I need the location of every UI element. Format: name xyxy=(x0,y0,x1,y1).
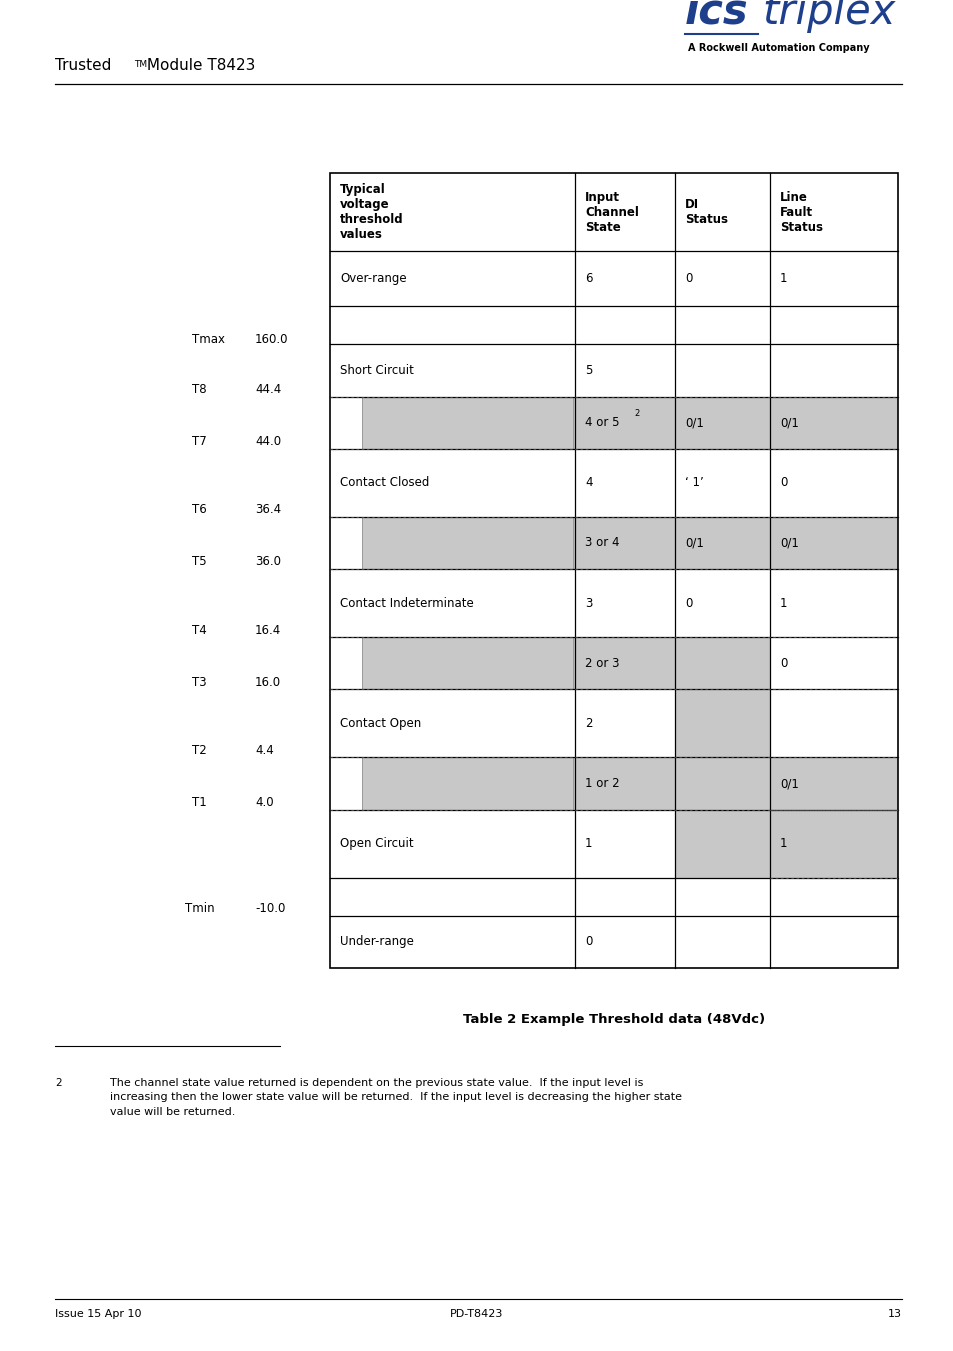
Text: A Rockwell Automation Company: A Rockwell Automation Company xyxy=(687,43,869,53)
Text: 0: 0 xyxy=(780,657,786,670)
Bar xyxy=(361,397,573,449)
Text: 160.0: 160.0 xyxy=(254,332,288,346)
Text: Issue 15 Apr 10: Issue 15 Apr 10 xyxy=(55,1309,141,1319)
Bar xyxy=(330,397,897,449)
Text: T6: T6 xyxy=(192,504,207,516)
Text: Contact Indeterminate: Contact Indeterminate xyxy=(339,597,474,609)
Text: 1: 1 xyxy=(780,273,786,285)
Bar xyxy=(330,758,675,809)
Text: PD-T8423: PD-T8423 xyxy=(450,1309,503,1319)
Bar xyxy=(330,758,361,809)
Text: T5: T5 xyxy=(192,555,207,569)
Bar xyxy=(361,638,573,689)
Bar xyxy=(330,397,361,449)
Text: 6: 6 xyxy=(584,273,592,285)
Text: Line
Fault
Status: Line Fault Status xyxy=(780,190,822,234)
Text: 44.4: 44.4 xyxy=(254,384,281,396)
Text: 4.4: 4.4 xyxy=(254,744,274,757)
Text: T7: T7 xyxy=(192,435,207,449)
Text: 1 or 2: 1 or 2 xyxy=(584,777,619,790)
Text: 0/1: 0/1 xyxy=(780,536,798,550)
Text: T1: T1 xyxy=(192,796,207,809)
Text: ics: ics xyxy=(684,0,748,32)
Text: 3: 3 xyxy=(584,597,592,609)
Bar xyxy=(330,173,897,969)
Text: 0: 0 xyxy=(684,273,692,285)
Bar xyxy=(769,758,897,878)
Text: TM: TM xyxy=(134,59,148,69)
Text: 2: 2 xyxy=(584,717,592,730)
Text: 0/1: 0/1 xyxy=(684,416,703,430)
Bar xyxy=(330,638,361,689)
Text: triplex: triplex xyxy=(761,0,895,32)
Text: ‘ 1’: ‘ 1’ xyxy=(684,477,703,489)
Text: 1: 1 xyxy=(780,838,786,850)
Text: 2: 2 xyxy=(634,408,639,417)
Text: Input
Channel
State: Input Channel State xyxy=(584,190,639,234)
Text: 3 or 4: 3 or 4 xyxy=(584,536,618,550)
Text: DI
Status: DI Status xyxy=(684,199,727,226)
Text: T8: T8 xyxy=(192,384,207,396)
Text: 16.4: 16.4 xyxy=(254,624,281,636)
Text: Table 2 Example Threshold data (48Vdc): Table 2 Example Threshold data (48Vdc) xyxy=(462,1013,764,1027)
Text: Short Circuit: Short Circuit xyxy=(339,363,414,377)
Text: T3: T3 xyxy=(192,676,207,689)
Text: 5: 5 xyxy=(584,363,592,377)
Bar xyxy=(675,638,769,758)
Text: Open Circuit: Open Circuit xyxy=(339,838,414,850)
Text: Tmax: Tmax xyxy=(192,332,225,346)
Text: 0/1: 0/1 xyxy=(780,777,798,790)
Text: 4: 4 xyxy=(584,477,592,489)
Text: 16.0: 16.0 xyxy=(254,676,281,689)
Text: 0: 0 xyxy=(684,597,692,609)
Text: Over-range: Over-range xyxy=(339,273,406,285)
Text: 2 or 3: 2 or 3 xyxy=(584,657,618,670)
Text: Typical
voltage
threshold
values: Typical voltage threshold values xyxy=(339,184,403,240)
Bar xyxy=(675,758,769,878)
Text: 1: 1 xyxy=(584,838,592,850)
Text: Module T8423: Module T8423 xyxy=(142,58,255,73)
Text: 2: 2 xyxy=(55,1078,62,1088)
Text: -10.0: -10.0 xyxy=(254,902,285,915)
Text: Trusted: Trusted xyxy=(55,58,112,73)
Bar xyxy=(330,517,361,569)
Text: 4 or 5: 4 or 5 xyxy=(584,416,618,430)
Text: 44.0: 44.0 xyxy=(254,435,281,449)
Text: 4.0: 4.0 xyxy=(254,796,274,809)
Bar xyxy=(330,517,897,569)
Text: 0: 0 xyxy=(584,935,592,948)
Text: Contact Open: Contact Open xyxy=(339,717,421,730)
Text: 0/1: 0/1 xyxy=(684,536,703,550)
Text: The channel state value returned is dependent on the previous state value.  If t: The channel state value returned is depe… xyxy=(110,1078,681,1117)
Text: 36.0: 36.0 xyxy=(254,555,281,569)
Text: 1: 1 xyxy=(780,597,786,609)
Text: Contact Closed: Contact Closed xyxy=(339,477,429,489)
Text: 0: 0 xyxy=(780,477,786,489)
Bar xyxy=(330,638,675,689)
Bar xyxy=(361,517,573,569)
Bar xyxy=(361,758,573,809)
Text: Under-range: Under-range xyxy=(339,935,414,948)
Text: Tmin: Tmin xyxy=(185,902,214,915)
Text: 13: 13 xyxy=(887,1309,901,1319)
Text: T2: T2 xyxy=(192,744,207,757)
Text: 0/1: 0/1 xyxy=(780,416,798,430)
Text: 36.4: 36.4 xyxy=(254,504,281,516)
Text: T4: T4 xyxy=(192,624,207,636)
